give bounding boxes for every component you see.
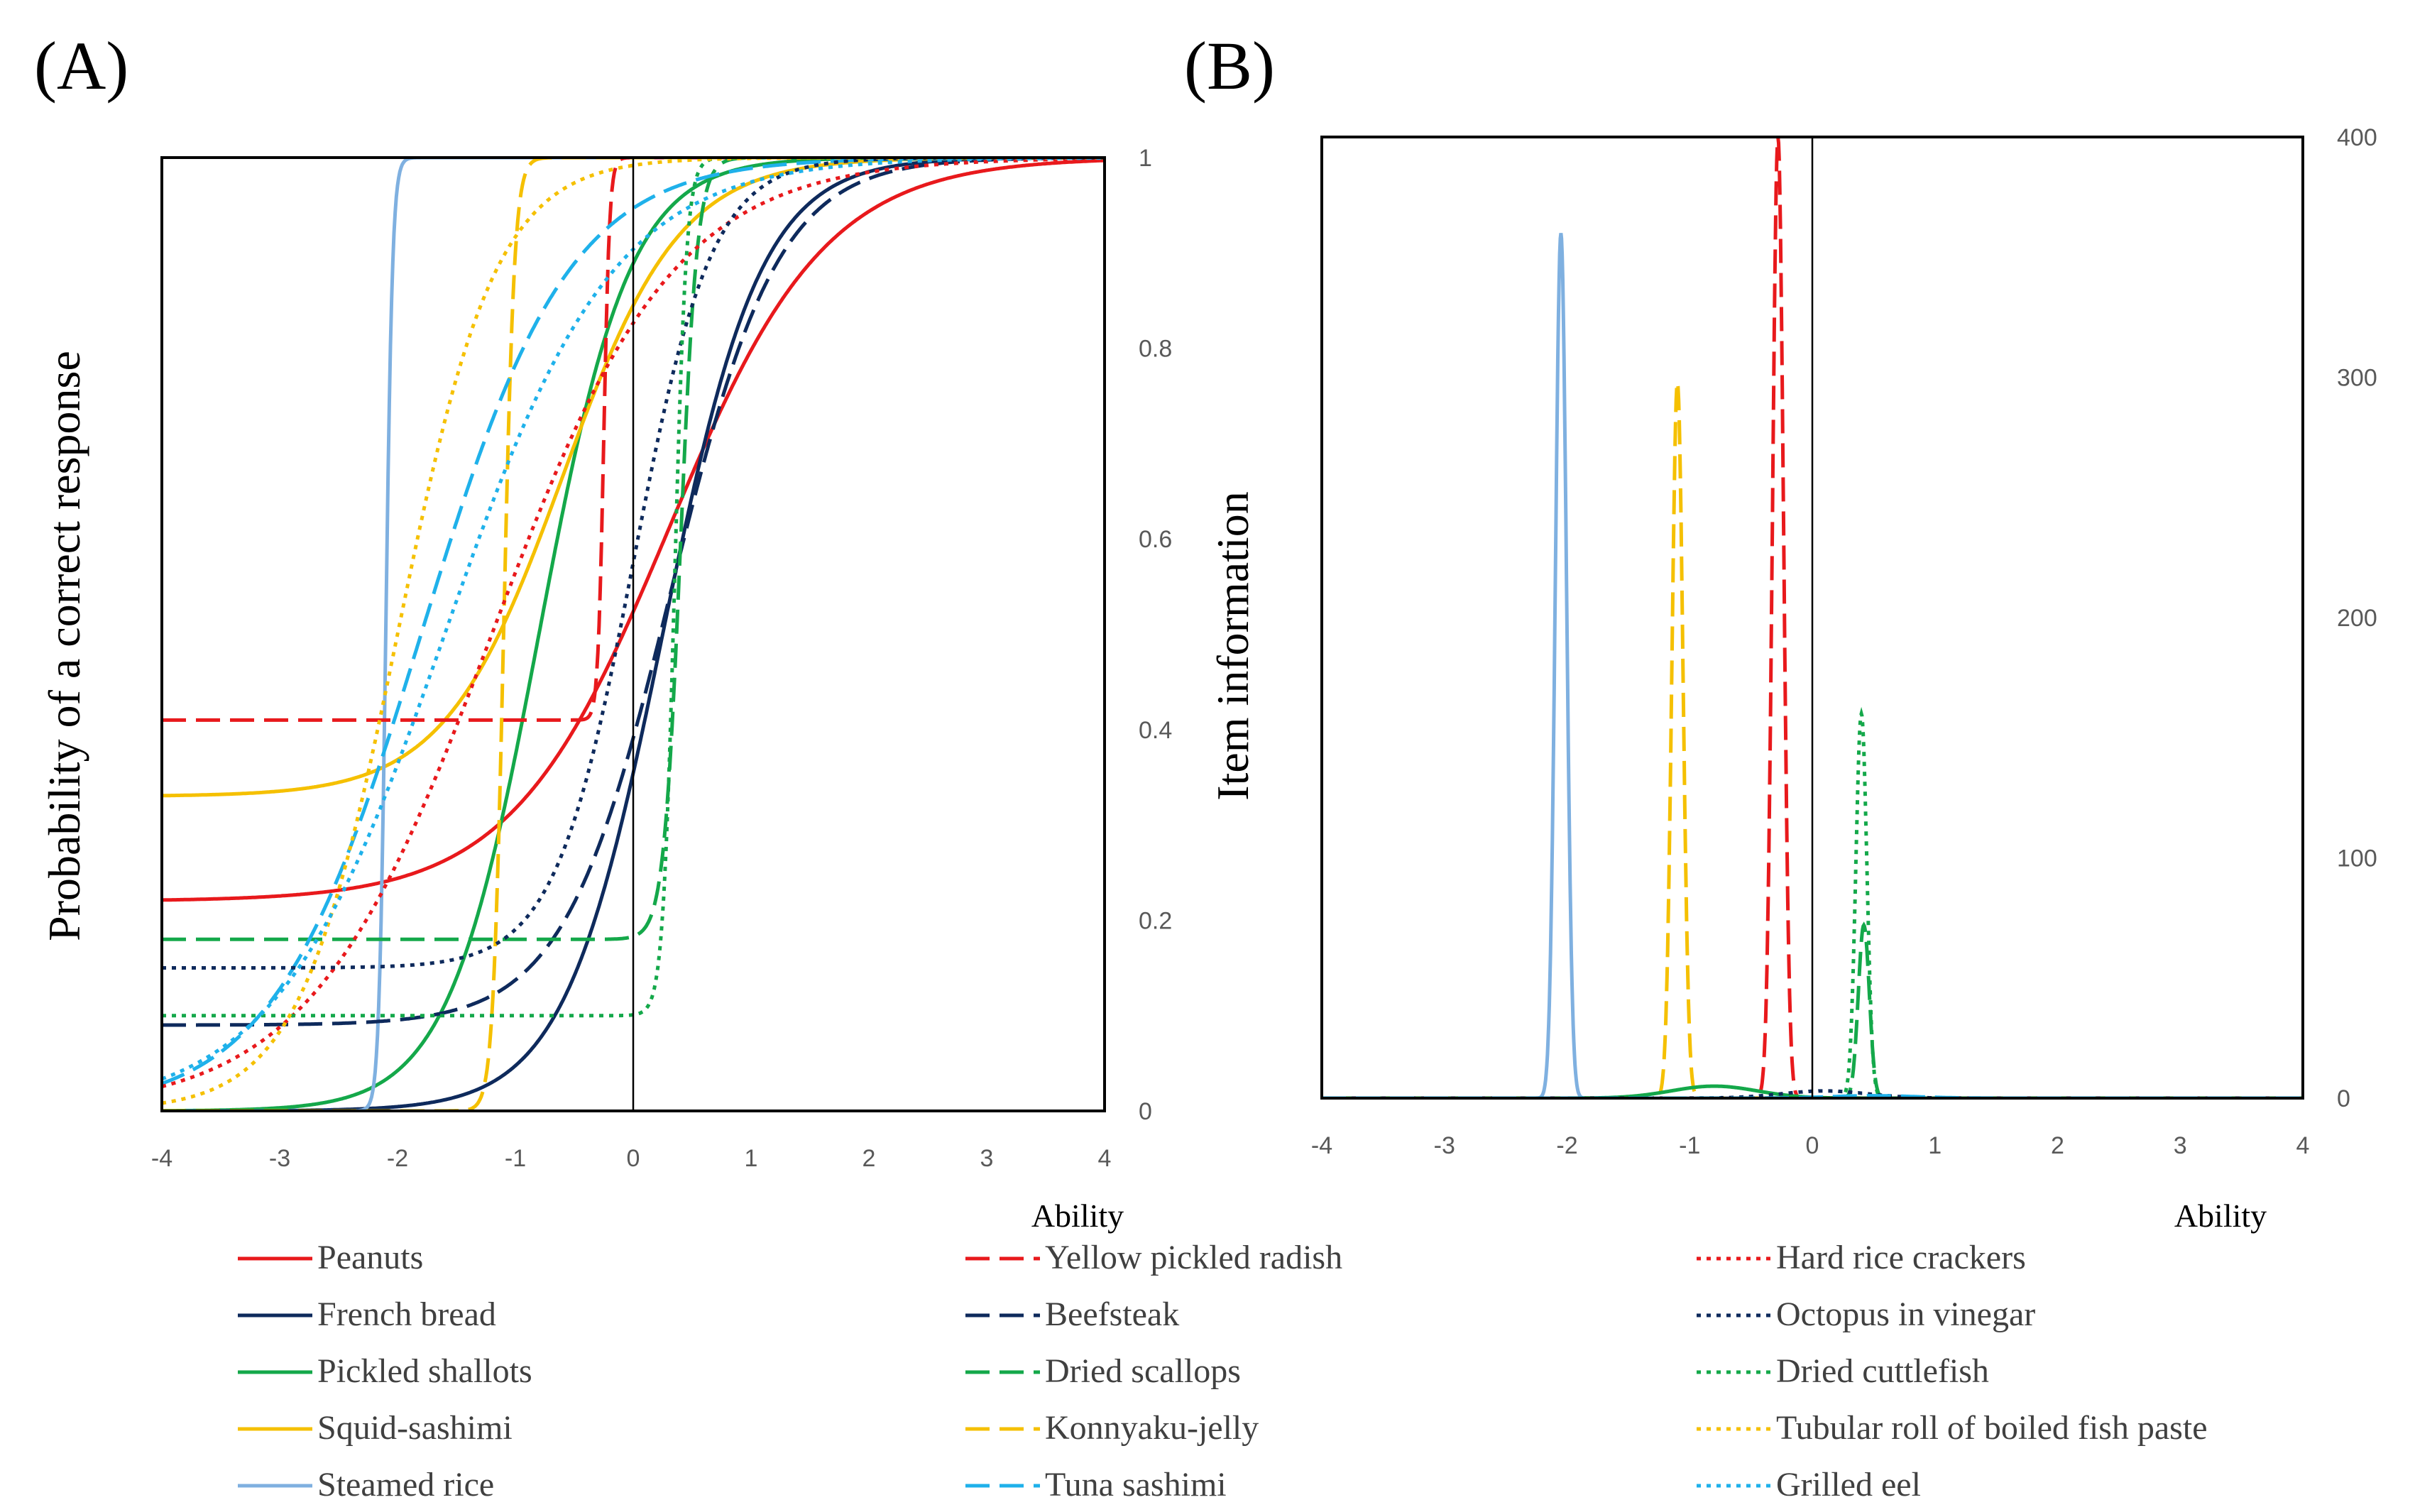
panel-b-y-tick: 400 [2337, 124, 2377, 151]
legend-label-tuna-sashimi: Tuna sashimi [1045, 1466, 1227, 1503]
legend: Peanuts Yellow pickled radish Hard rice cr… [238, 1239, 2208, 1503]
panel-a-x-tick: 4 [1098, 1145, 1112, 1172]
panel-a-x-title: Ability [1031, 1198, 1124, 1234]
legend-label-squid-sashimi: Squid-sashimi [317, 1409, 513, 1447]
legend-label-beefsteak: Beefsteak [1045, 1295, 1179, 1333]
panel-b-y-tick: 200 [2337, 605, 2377, 632]
panel-b-x-tick: -2 [1556, 1132, 1577, 1159]
panel-b-x-tick: 3 [2174, 1132, 2187, 1159]
legend-label-yellow-pickled-radish: Yellow pickled radish [1045, 1239, 1342, 1276]
legend-label-french-bread: French bread [317, 1295, 496, 1333]
panel-a-y-tick: 0.8 [1139, 336, 1172, 363]
panel-a-x-tick: -3 [269, 1145, 290, 1172]
panel-a-y-tick: 1 [1139, 145, 1152, 172]
legend-label-grilled-eel: Grilled eel [1776, 1466, 1921, 1503]
legend-label-tubular-roll-of-boiled-fish-paste: Tubular roll of boiled fish paste [1776, 1409, 2208, 1447]
panel-b-x-tick: -3 [1434, 1132, 1455, 1159]
panel-a-label: (A) [34, 28, 128, 104]
panel-a-x-tick: 1 [745, 1145, 758, 1172]
panel-b-y-title: Item information [1208, 491, 1258, 800]
legend-label-pickled-shallots: Pickled shallots [317, 1352, 532, 1390]
panel-b-y-tick: 300 [2337, 365, 2377, 392]
legend-label-octopus-in-vinegar: Octopus in vinegar [1776, 1295, 2035, 1333]
legend-label-konnyaku-jelly: Konnyaku-jelly [1045, 1409, 1259, 1447]
legend-label-dried-scallops: Dried scallops [1045, 1352, 1241, 1390]
panel-a-y-tick: 0 [1139, 1098, 1152, 1125]
panel-a-y-tick: 0.6 [1139, 526, 1172, 553]
panel-a-y-tick: 0.4 [1139, 717, 1172, 744]
panel-a-frame [160, 156, 1106, 1112]
panel-b-y-tick: 0 [2337, 1085, 2350, 1112]
panel-b-x-tick: -1 [1679, 1132, 1700, 1159]
legend-label-peanuts: Peanuts [317, 1239, 423, 1276]
panel-b-x-tick: 4 [2296, 1132, 2310, 1159]
panel-a-x-tick: 2 [862, 1145, 876, 1172]
panel-b-frame [1320, 136, 2304, 1100]
panel-a-x-tick: -4 [151, 1145, 172, 1172]
panel-a-plot: -4 -3 -2 -1 0 1 2 3 400.20.40.60.81 [151, 145, 1172, 1172]
panel-a-x-tick: -2 [387, 1145, 408, 1172]
panel-b-x-tick: 0 [1806, 1132, 1819, 1159]
legend-label-dried-cuttlefish: Dried cuttlefish [1776, 1352, 1989, 1390]
panel-a-x-tick: 0 [627, 1145, 640, 1172]
panel-a-y-tick: 0.2 [1139, 907, 1172, 934]
panel-a-x-tick: 3 [980, 1145, 994, 1172]
panel-a-y-title: Probability of a correct response [39, 351, 89, 941]
legend-label-steamed-rice: Steamed rice [317, 1466, 494, 1503]
legend-label-hard-rice-crackers: Hard rice crackers [1776, 1239, 2026, 1276]
panel-b-y-tick: 100 [2337, 845, 2377, 872]
panel-b-x-tick: 1 [1928, 1132, 1942, 1159]
panel-b-x-tick: -4 [1311, 1132, 1332, 1159]
panel-a-x-tick: -1 [505, 1145, 526, 1172]
panel-b-x-tick: 2 [2051, 1132, 2064, 1159]
panel-b-x-title: Ability [2174, 1198, 2267, 1234]
panel-b-label: (B) [1184, 28, 1275, 104]
